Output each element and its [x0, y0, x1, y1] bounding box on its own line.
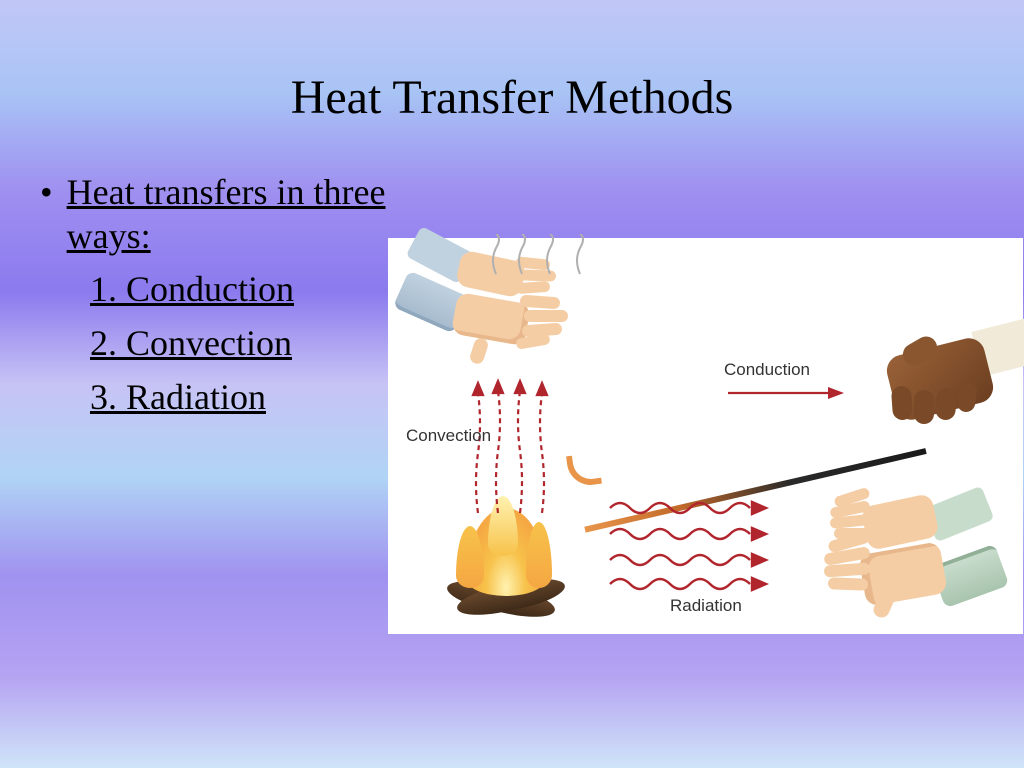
conduction-arrow-icon: [726, 384, 846, 402]
poker-hook-icon: [566, 452, 602, 488]
list-item: • Heat transfers in three ways:: [40, 170, 420, 258]
radiation-arrows-icon: [606, 494, 776, 594]
bullet-text: Heat transfers in three ways:: [67, 170, 420, 258]
list-item: 1. Conduction: [90, 264, 420, 314]
heat-wisps-icon: [488, 234, 608, 276]
heat-transfer-diagram: Convection: [388, 238, 1023, 634]
campfire-icon: [438, 508, 578, 628]
list-item: 3. Radiation: [90, 372, 420, 422]
gloved-hand-icon: [848, 316, 1024, 436]
convection-label: Convection: [406, 426, 491, 446]
bullet-list: • Heat transfers in three ways: 1. Condu…: [40, 170, 420, 422]
conduction-label: Conduction: [724, 360, 810, 380]
hands-warming-side-icon: [786, 474, 996, 624]
radiation-label: Radiation: [670, 596, 742, 616]
list-item: 2. Convection: [90, 318, 420, 368]
slide-title: Heat Transfer Methods: [0, 0, 1024, 125]
bullet-icon: •: [40, 170, 53, 214]
